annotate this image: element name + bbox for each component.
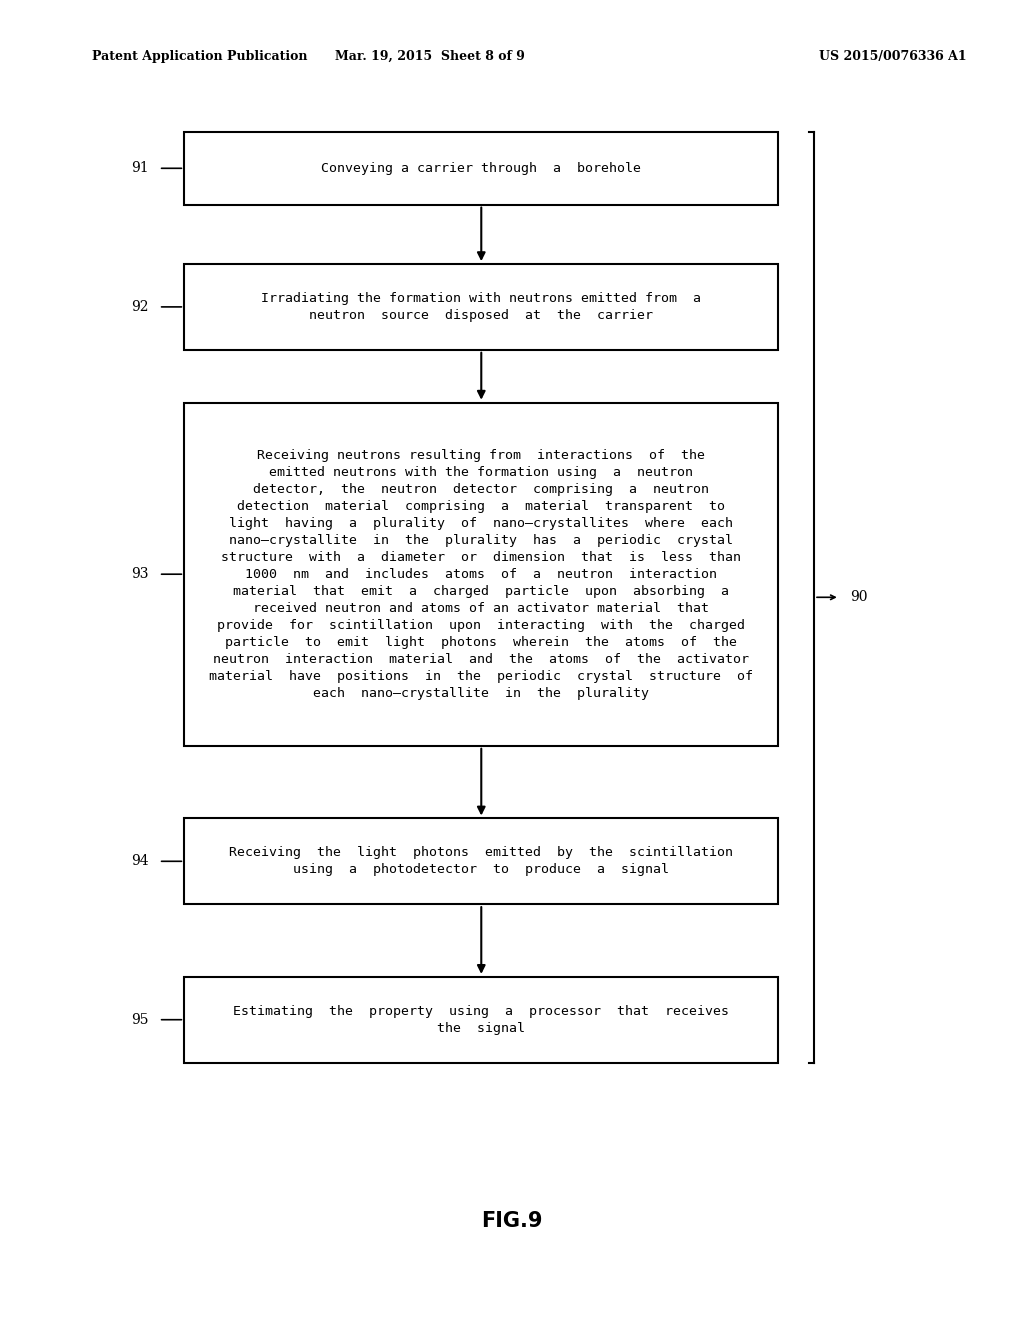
Text: Irradiating the formation with neutrons emitted from  a
neutron  source  dispose: Irradiating the formation with neutrons …: [261, 292, 701, 322]
FancyBboxPatch shape: [184, 977, 778, 1063]
Text: Receiving  the  light  photons  emitted  by  the  scintillation
using  a  photod: Receiving the light photons emitted by t…: [229, 846, 733, 876]
Text: Mar. 19, 2015  Sheet 8 of 9: Mar. 19, 2015 Sheet 8 of 9: [335, 50, 525, 63]
Text: US 2015/0076336 A1: US 2015/0076336 A1: [819, 50, 967, 63]
Text: 95: 95: [131, 1012, 148, 1027]
FancyBboxPatch shape: [184, 132, 778, 205]
Text: 90: 90: [850, 590, 867, 605]
Text: 93: 93: [131, 568, 148, 581]
FancyBboxPatch shape: [184, 403, 778, 746]
Text: Estimating  the  property  using  a  processor  that  receives
the  signal: Estimating the property using a processo…: [233, 1005, 729, 1035]
FancyBboxPatch shape: [184, 818, 778, 904]
Text: 91: 91: [131, 161, 148, 176]
Text: 92: 92: [131, 300, 148, 314]
FancyBboxPatch shape: [184, 264, 778, 350]
Text: Receiving neutrons resulting from  interactions  of  the
emitted neutrons with t: Receiving neutrons resulting from intera…: [209, 449, 754, 700]
Text: FIG.9: FIG.9: [481, 1210, 543, 1232]
Text: 94: 94: [131, 854, 148, 869]
Text: Conveying a carrier through  a  borehole: Conveying a carrier through a borehole: [322, 162, 641, 174]
Text: Patent Application Publication: Patent Application Publication: [92, 50, 307, 63]
